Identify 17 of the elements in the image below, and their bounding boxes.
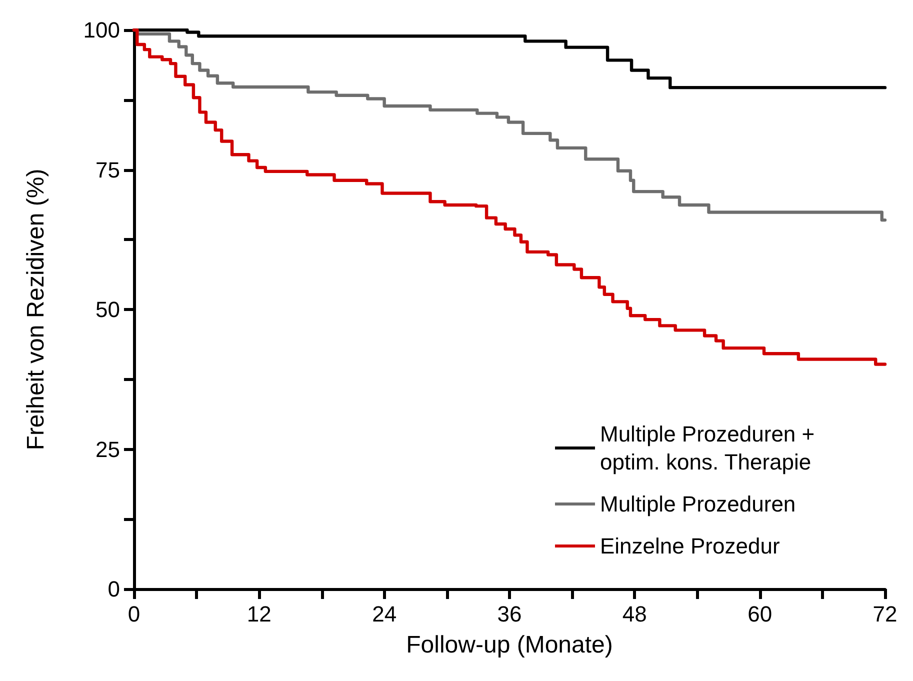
x-tick-label: 72	[872, 602, 898, 626]
legend-label: Multiple Prozeduren + optim. kons. Therapie	[600, 422, 821, 474]
x-tick-label: 12	[246, 602, 272, 626]
x-tick-label: 36	[497, 602, 522, 626]
x-tick-label: 48	[622, 602, 647, 626]
x-axis-title: Follow-up (Monate)	[406, 632, 613, 658]
x-tick-label: 60	[748, 602, 772, 626]
legend-label: Einzelne Prozedur	[600, 534, 780, 558]
y-tick-label: 25	[96, 436, 120, 462]
legend-label: Multiple Prozeduren	[600, 492, 796, 516]
x-tick-label: 24	[372, 602, 397, 626]
y-tick-label: 75	[96, 157, 120, 182]
y-tick-label: 50	[96, 297, 120, 322]
y-tick-label: 0	[108, 576, 120, 602]
x-tick-label: 0	[128, 602, 140, 626]
y-axis-title: Freiheit von Rezidiven (%)	[22, 168, 50, 450]
y-tick-label: 100	[83, 18, 120, 42]
